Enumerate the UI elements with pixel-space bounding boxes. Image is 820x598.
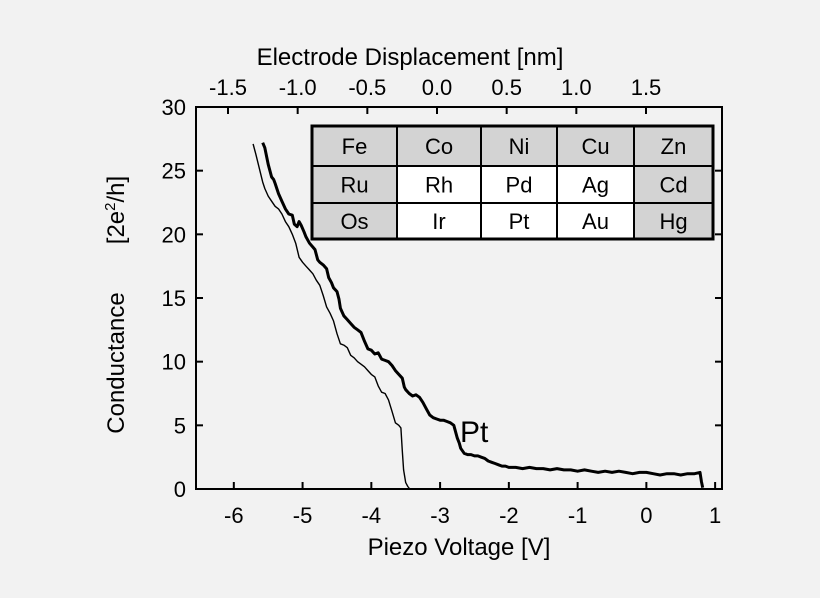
y-tick-label: 30: [162, 95, 186, 120]
x-tick-label: 0: [640, 503, 652, 528]
y-unit-sup: 2: [102, 202, 119, 210]
top-axis-title: Electrode Displacement [nm]: [257, 44, 564, 71]
element-symbol: Os: [340, 209, 368, 234]
y-tick-label: 20: [162, 222, 186, 247]
y-tick-label: 5: [174, 413, 186, 438]
y-unit-end: /h]: [103, 176, 130, 203]
bottom-axis-ticks: -6 -5 -4 -3 -2 -1 0 1: [224, 482, 721, 528]
x-tick-label: -1: [568, 503, 588, 528]
top-axis-ticks: -1.5 -1.0 -0.5 0.0 0.5 1.0 1.5: [209, 75, 661, 114]
series-line-thick: [261, 142, 705, 489]
element-symbol: Ir: [432, 209, 445, 234]
element-symbol: Au: [582, 209, 609, 234]
element-symbol: Ru: [340, 173, 368, 198]
element-symbol: Rh: [425, 173, 453, 198]
series-layer: [252, 142, 705, 490]
y-tick-label: 25: [162, 159, 186, 184]
x-tick-label: -5: [293, 503, 313, 528]
periodic-table-inset: Fe Co Ni Cu Zn Ru Rh Pd Ag Cd Os Ir Pt Au Hg: [310, 124, 715, 241]
table-border: [310, 124, 715, 241]
element-symbol: Ag: [582, 173, 609, 198]
y-axis-unit: [2e2/h]: [102, 176, 130, 244]
top-tick-label: 0.0: [422, 75, 453, 100]
left-axis-ticks: 0 5 10 15 20 25 30: [162, 95, 722, 502]
top-tick-label: -1.0: [279, 75, 317, 100]
element-symbol: Cu: [581, 134, 609, 159]
element-symbol: Pt: [509, 209, 530, 234]
element-symbol: Zn: [661, 134, 687, 159]
element-cell: [633, 125, 714, 167]
y-tick-label: 0: [174, 477, 186, 502]
element-symbol: Cd: [659, 173, 687, 198]
element-cell: [556, 125, 635, 167]
series-line-thin: [252, 143, 411, 490]
element-symbol: Ni: [509, 134, 530, 159]
y-unit-base: [2e: [103, 211, 130, 244]
pt-annotation: Pt: [460, 416, 489, 449]
element-symbol: Pd: [506, 173, 533, 198]
top-tick-label: 1.0: [561, 75, 592, 100]
y-tick-label: 15: [162, 286, 186, 311]
x-tick-label: -2: [499, 503, 519, 528]
y-tick-label: 10: [162, 350, 186, 375]
top-tick-label: -1.5: [209, 75, 247, 100]
element-symbol: Fe: [342, 134, 368, 159]
x-tick-label: 1: [709, 503, 721, 528]
element-symbol: Co: [425, 134, 453, 159]
top-tick-label: -0.5: [348, 75, 386, 100]
top-tick-label: 0.5: [491, 75, 522, 100]
y-axis-title: Conductance: [103, 292, 130, 433]
element-cell: [556, 202, 635, 240]
top-tick-label: 1.5: [631, 75, 662, 100]
element-cell: [633, 202, 714, 240]
x-tick-label: -3: [430, 503, 450, 528]
x-tick-label: -4: [362, 503, 382, 528]
element-cell: [480, 165, 558, 204]
x-axis-title: Piezo Voltage [V]: [368, 534, 551, 561]
x-tick-label: -6: [224, 503, 244, 528]
element-symbol: Hg: [659, 209, 687, 234]
